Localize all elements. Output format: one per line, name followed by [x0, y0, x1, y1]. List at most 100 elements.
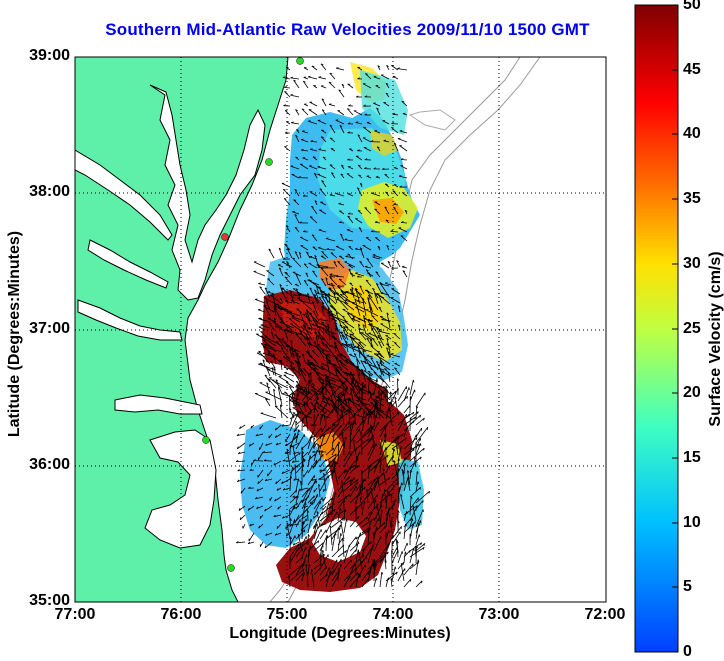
radar-station [266, 159, 273, 166]
velocity-arrowhead [318, 526, 319, 528]
velocity-arrowhead [349, 545, 350, 547]
velocity-arrowhead [261, 413, 263, 414]
velocity-arrowhead [330, 165, 332, 166]
velocity-arrowhead [293, 414, 294, 417]
radar-station [297, 58, 304, 65]
colorbar-tick-label: 25 [683, 320, 701, 338]
colorbar-tick-label: 35 [683, 190, 701, 208]
y-tick-label: 38:00 [0, 183, 70, 201]
velocity-arrow [401, 160, 407, 161]
colorbar [635, 5, 678, 652]
radar-station [228, 565, 235, 572]
velocity-arrowhead [295, 433, 296, 436]
velocity-arrowhead [302, 131, 304, 132]
x-tick-label: 77:00 [40, 606, 110, 624]
y-tick-label: 39:00 [0, 47, 70, 65]
velocity-arrowhead [358, 211, 360, 212]
velocity-arrowhead [317, 450, 318, 452]
velocity-arrowhead [358, 405, 361, 406]
velocity-arrowhead [345, 373, 347, 374]
velocity-arrowhead [259, 318, 261, 319]
velocity-arrow [290, 518, 291, 527]
velocity-arrowhead [308, 121, 310, 122]
radar-station-alert [222, 234, 229, 241]
velocity-arrowhead [401, 236, 404, 237]
radar-station [203, 437, 210, 444]
velocity-arrowhead [356, 550, 357, 552]
colorbar-tick-label: 10 [683, 514, 701, 532]
velocity-arrowhead [303, 314, 305, 315]
colorbar-tick-label: 30 [683, 255, 701, 273]
velocity-arrowhead [423, 500, 424, 502]
velocity-arrowhead [360, 575, 361, 577]
velocity-arrowhead [371, 346, 374, 347]
velocity-arrowhead [258, 309, 260, 310]
x-tick-label: 75:00 [252, 606, 322, 624]
velocity-arrowhead [358, 175, 360, 176]
velocity-arrowhead [359, 516, 360, 518]
velocity-arrow [401, 223, 407, 224]
velocity-arrowhead [330, 138, 333, 139]
velocity-arrowhead [403, 562, 404, 565]
velocity-arrowhead [277, 526, 278, 528]
velocity-arrowhead [385, 283, 387, 284]
x-axis-label: Longitude (Degrees:Minutes) [180, 625, 500, 643]
velocity-arrowhead [354, 346, 356, 347]
velocity-arrowhead [361, 486, 362, 489]
velocity-arrow [398, 379, 399, 395]
velocity-arrowhead [284, 392, 286, 393]
velocity-arrowhead [298, 298, 300, 299]
velocity-arrowhead [307, 554, 308, 556]
velocity-arrowhead [410, 579, 411, 581]
velocity-arrowhead [329, 397, 330, 399]
velocity-arrowhead [260, 516, 261, 519]
velocity-arrowhead [341, 425, 342, 428]
velocity-arrow [404, 471, 405, 485]
velocity-arrowhead [261, 325, 264, 326]
velocity-arrowhead [357, 415, 360, 416]
velocity-arrowhead [330, 345, 333, 346]
velocity-arrow [308, 510, 309, 521]
x-tick-label: 72:00 [570, 606, 640, 624]
velocity-arrowhead [285, 272, 287, 273]
velocity-arrowhead [357, 482, 358, 485]
y-tick-label: 36:00 [0, 456, 70, 474]
velocity-arrowhead [337, 367, 339, 368]
velocity-arrowhead [293, 368, 296, 369]
velocity-arrowhead [296, 157, 298, 158]
velocity-arrowhead [384, 440, 385, 442]
velocity-arrowhead [310, 391, 311, 393]
x-tick-label: 76:00 [146, 606, 216, 624]
velocity-arrowhead [389, 530, 390, 533]
velocity-arrow [374, 563, 375, 581]
velocity-arrowhead [275, 335, 277, 336]
velocity-arrowhead [337, 424, 338, 426]
velocity-arrowhead [317, 524, 318, 526]
colorbar-tick-label: 0 [683, 643, 692, 661]
colorbar-tick-label: 20 [683, 384, 701, 402]
colorbar-tick-label: 15 [683, 449, 701, 467]
velocity-arrow [290, 395, 291, 413]
velocity-arrowhead [331, 253, 333, 254]
colorbar-tick-label: 5 [683, 578, 692, 596]
velocity-arrowhead [339, 279, 342, 280]
velocity-arrowhead [414, 449, 415, 452]
velocity-arrowhead [326, 411, 327, 413]
velocity-arrowhead [366, 557, 367, 559]
colorbar-tick-label: 40 [683, 125, 701, 143]
velocity-arrowhead [385, 174, 387, 175]
velocity-arrowhead [412, 519, 413, 521]
velocity-arrowhead [282, 288, 284, 289]
velocity-arrow [327, 250, 336, 251]
x-tick-label: 73:00 [464, 606, 534, 624]
velocity-arrowhead [268, 292, 270, 293]
velocity-arrowhead [312, 324, 314, 325]
velocity-arrowhead [299, 294, 302, 295]
velocity-arrowhead [317, 287, 319, 288]
velocity-arrowhead [310, 256, 313, 257]
velocity-arrowhead [419, 535, 420, 538]
velocity-arrowhead [324, 434, 325, 437]
colorbar-label: Surface Velocity (cm/s) [707, 219, 724, 459]
velocity-arrowhead [264, 346, 267, 347]
